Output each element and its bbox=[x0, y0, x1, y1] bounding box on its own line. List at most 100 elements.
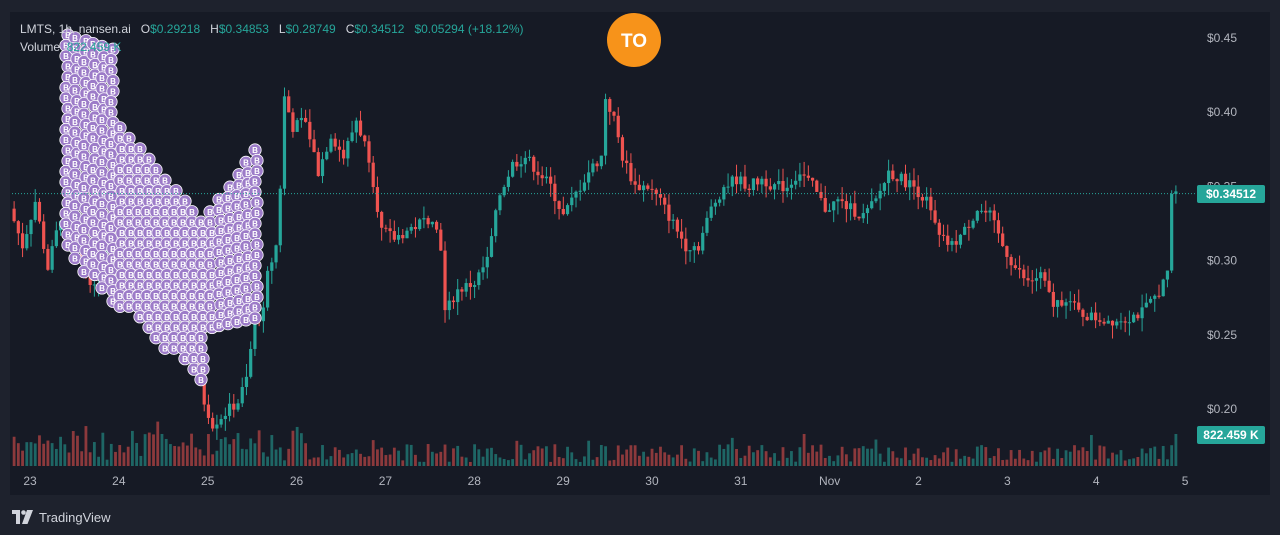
volume-bar bbox=[1081, 447, 1085, 466]
buy-marker-letter: B bbox=[99, 116, 105, 125]
buy-marker[interactable]: B bbox=[104, 63, 118, 77]
volume-bar bbox=[692, 448, 696, 466]
buy-marker-letter: B bbox=[245, 222, 251, 231]
candle-body bbox=[979, 210, 984, 212]
candle-body bbox=[789, 184, 794, 188]
last-price-label: $0.34512 bbox=[1197, 185, 1265, 203]
to-marker-circle bbox=[607, 13, 661, 67]
time-tick-label: 2 bbox=[915, 474, 922, 488]
volume-bar bbox=[608, 460, 612, 466]
buy-marker[interactable]: B bbox=[250, 206, 264, 220]
buy-marker[interactable]: B bbox=[104, 231, 118, 245]
buy-marker[interactable]: B bbox=[68, 251, 82, 265]
volume-bar bbox=[1102, 446, 1106, 466]
buy-marker-letter: B bbox=[207, 219, 213, 228]
buy-marker-letter: B bbox=[216, 322, 222, 331]
buy-marker[interactable]: B bbox=[248, 311, 262, 325]
volume-bar bbox=[312, 457, 316, 466]
candle-body bbox=[244, 376, 249, 388]
volume-bar bbox=[418, 461, 422, 466]
to-marker[interactable]: TO bbox=[607, 13, 661, 67]
tradingview-logo[interactable]: TradingView bbox=[12, 507, 111, 527]
candle-body bbox=[920, 197, 925, 201]
candle-body bbox=[413, 226, 418, 230]
candle-body bbox=[1106, 320, 1110, 324]
volume-bar bbox=[1085, 451, 1089, 466]
buy-marker-letter: B bbox=[81, 194, 87, 203]
buy-marker-letter: B bbox=[180, 250, 186, 259]
candle-body bbox=[996, 220, 1001, 234]
buy-marker-letter: B bbox=[162, 208, 168, 217]
candle-body bbox=[1174, 191, 1178, 194]
candle-body bbox=[401, 235, 405, 239]
candle-body bbox=[249, 348, 253, 377]
candle-body bbox=[392, 231, 396, 240]
buy-marker[interactable]: B bbox=[178, 352, 192, 366]
candle-body bbox=[616, 115, 620, 138]
buy-marker-letter: B bbox=[92, 145, 98, 154]
volume-bar bbox=[42, 443, 46, 466]
buy-marker-letter: B bbox=[182, 239, 188, 248]
buy-marker-letter: B bbox=[245, 264, 251, 273]
buy-marker[interactable]: B bbox=[194, 373, 208, 387]
volume-bar bbox=[735, 448, 738, 466]
buy-marker-letter: B bbox=[254, 199, 260, 208]
candle-body bbox=[587, 172, 591, 183]
buy-marker-letter: B bbox=[171, 208, 177, 217]
candle-body bbox=[278, 188, 282, 246]
buy-marker[interactable]: B bbox=[248, 174, 262, 189]
buy-marker[interactable]: B bbox=[122, 131, 136, 145]
volume-bar bbox=[697, 450, 700, 466]
buy-marker[interactable]: B bbox=[250, 237, 264, 252]
candle-body bbox=[211, 417, 215, 429]
buy-marker-letter: B bbox=[144, 176, 150, 185]
buy-marker-letter: B bbox=[144, 166, 150, 175]
volume-bar bbox=[853, 448, 857, 466]
volume-bar bbox=[401, 460, 405, 466]
candle-body bbox=[925, 196, 929, 201]
volume-bar bbox=[1056, 448, 1059, 466]
buy-marker-letter: B bbox=[65, 241, 71, 250]
buy-marker-letter: B bbox=[191, 365, 197, 374]
volume-bar bbox=[29, 442, 33, 466]
buy-marker[interactable]: B bbox=[149, 163, 163, 177]
volume-bar bbox=[409, 444, 413, 466]
volume-bar bbox=[261, 452, 265, 466]
candle-body bbox=[384, 227, 388, 229]
buy-marker-letter: B bbox=[83, 131, 89, 140]
buy-marker[interactable]: B bbox=[104, 273, 118, 287]
candle-body bbox=[827, 210, 832, 212]
candle-body bbox=[963, 226, 967, 235]
buy-marker-letter: B bbox=[254, 251, 260, 260]
volume-bar bbox=[629, 445, 633, 466]
candle-body bbox=[447, 300, 451, 311]
candle-body bbox=[684, 238, 688, 252]
buy-marker-letter: B bbox=[108, 140, 114, 149]
low-value: $0.28749 bbox=[285, 22, 336, 36]
volume-bar bbox=[887, 447, 891, 466]
volume-bar bbox=[278, 447, 282, 466]
candle-body bbox=[595, 163, 599, 167]
candle-body bbox=[823, 198, 827, 212]
time-tick-label: 27 bbox=[379, 474, 393, 488]
buy-marker-letter: B bbox=[171, 302, 177, 311]
candle-body bbox=[582, 182, 587, 191]
buy-marker-letter: B bbox=[153, 208, 159, 217]
buy-marker-letter: B bbox=[189, 334, 195, 343]
buy-marker[interactable]: B bbox=[142, 320, 156, 334]
volume-bar bbox=[836, 455, 840, 466]
volume-bar bbox=[752, 452, 755, 466]
buy-marker-letter: B bbox=[81, 58, 87, 67]
buy-marker-letter: B bbox=[216, 196, 222, 205]
candle-body bbox=[92, 284, 96, 286]
candle-body bbox=[1127, 322, 1132, 324]
last-price-text: $0.34512 bbox=[1206, 187, 1256, 201]
candle-body bbox=[29, 219, 33, 235]
buy-marker-letter: B bbox=[234, 202, 240, 211]
volume-bar bbox=[1119, 450, 1123, 466]
candle-body bbox=[806, 175, 810, 178]
buy-marker-letter: B bbox=[90, 82, 96, 91]
buy-marker-letter: B bbox=[99, 200, 105, 209]
buy-marker[interactable]: B bbox=[194, 331, 208, 345]
